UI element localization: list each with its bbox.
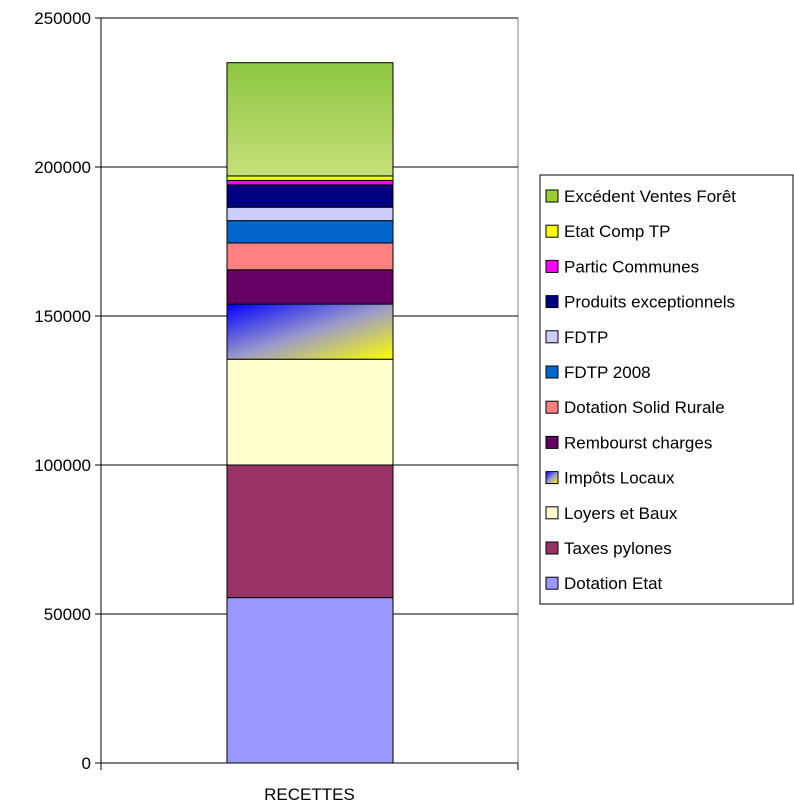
bar-stack [226,62,394,764]
legend-label: Impôts Locaux [564,469,675,488]
legend-box [539,174,794,605]
legend-swatch [545,189,559,203]
bar-segment-fdtp [226,206,394,222]
bar-segment-etat-comp-tp [226,175,394,181]
legend-swatch [545,506,559,520]
legend-swatch [545,576,559,590]
y-tick-label: 150000 [34,307,91,326]
y-tick-label: 100000 [34,456,91,475]
legend-swatch [545,435,559,449]
axes: 0 50000 100000 150000 200000 250000 RECETTES [34,9,519,804]
legend: Excédent Ventes Forêt Etat Comp TP Partic … [539,174,794,605]
x-category-label: RECETTES [264,785,355,804]
bar-segment-dotation-solid-rurale [226,242,394,271]
legend-label: Etat Comp TP [564,222,670,241]
legend-swatch [545,471,559,485]
legend-label: FDTP [564,328,608,347]
legend-swatch [545,259,559,273]
bar-segment-imp-ts-locaux [226,303,394,360]
bar-segment-fdtp-2008 [226,220,394,244]
bar-segment-produits-exceptionnels [226,184,394,208]
bar-segment-rembourst-charges [226,269,394,305]
legend-label: Produits exceptionnels [564,293,735,312]
legend-label: Dotation Solid Rurale [564,398,725,417]
y-tick-label: 200000 [34,158,91,177]
y-tick-label: 50000 [44,605,91,624]
bar-segment-taxes-pylones [226,464,394,599]
legend-swatch [545,224,559,238]
bar-segment-dotation-etat [226,597,394,764]
legend-label: Excédent Ventes Forêt [564,187,736,206]
legend-swatch [545,400,559,414]
legend-label: Taxes pylones [564,539,672,558]
bar-segment-partic-communes [226,179,394,186]
y-tick-label: 0 [82,754,91,773]
legend-label: Loyers et Baux [564,504,678,523]
legend-label: FDTP 2008 [564,363,651,382]
legend-label: Rembourst charges [564,433,712,452]
bar-segment-exc-dent-ventes-for-t [226,62,394,177]
legend-swatch [545,541,559,555]
y-tick-label: 250000 [34,9,91,28]
legend-label: Partic Communes [564,257,699,276]
legend-swatch [545,330,559,344]
bar-segment-loyers-et-baux [226,358,394,466]
legend-swatch [545,365,559,379]
legend-label: Dotation Etat [564,574,663,593]
legend-swatch [545,295,559,309]
